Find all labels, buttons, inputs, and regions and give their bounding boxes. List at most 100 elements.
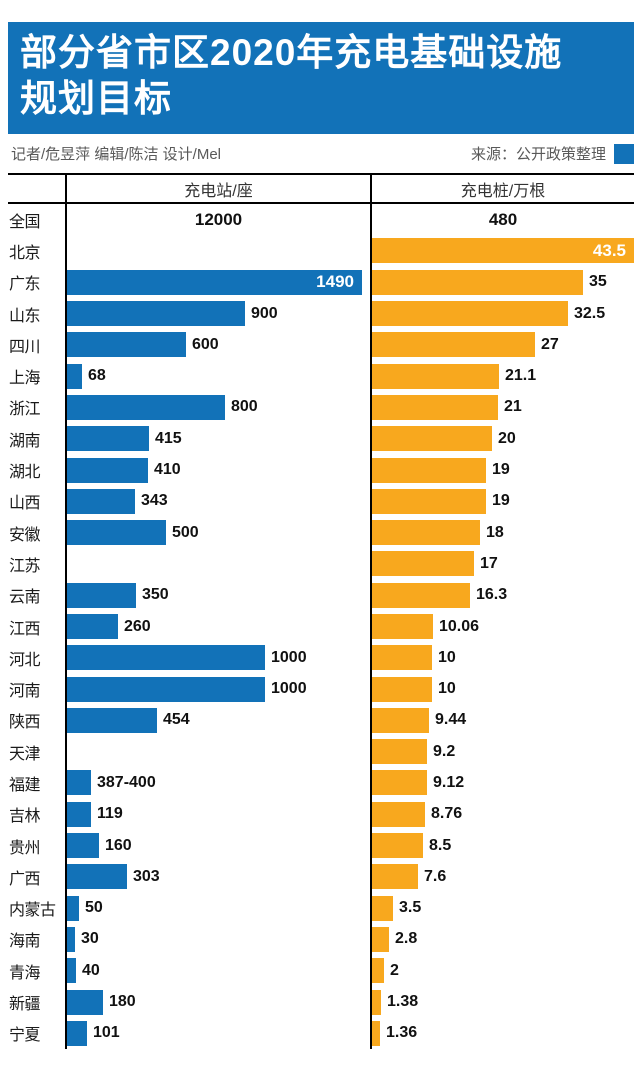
pile-bar <box>372 864 418 890</box>
station-cell: 68 <box>65 360 370 392</box>
pile-value: 10 <box>438 680 456 698</box>
pile-bar <box>372 989 381 1015</box>
pile-cell: 10.06 <box>370 610 634 643</box>
region-label: 福建 <box>9 776 41 794</box>
pile-value: 35 <box>589 273 607 291</box>
region-label: 吉林 <box>9 808 41 826</box>
region-label: 四川 <box>9 338 41 356</box>
pile-bar <box>372 457 486 483</box>
region-label: 贵州 <box>9 839 41 857</box>
pile-cell: 2.8 <box>370 923 634 956</box>
chart-rows: 全国 12000 480 北京 43.5 广东 1490 35 <box>8 204 634 1050</box>
pile-cell: 8.76 <box>370 798 634 830</box>
pile-bar <box>372 645 432 671</box>
pile-cell: 16.3 <box>370 579 634 611</box>
station-cell: 343 <box>65 485 370 517</box>
logo-square <box>614 143 634 164</box>
station-cell: 12000 <box>65 204 370 236</box>
station-value: 600 <box>192 335 219 353</box>
station-bar <box>67 614 118 639</box>
chart-row: 四川 600 27 <box>8 329 634 361</box>
station-bar <box>67 770 91 796</box>
region-label: 北京 <box>9 244 41 262</box>
pile-cell: 9.2 <box>370 736 634 768</box>
pile-cell: 21.1 <box>370 360 634 392</box>
pile-cell: 1.36 <box>370 1017 634 1050</box>
pile-bar <box>372 301 568 327</box>
station-cell: 1000 <box>65 673 370 705</box>
region-label: 云南 <box>9 589 41 607</box>
station-cell: 260 <box>65 610 370 643</box>
station-cell: 500 <box>65 516 370 549</box>
pile-value: 9.44 <box>435 711 467 729</box>
station-bar <box>67 707 157 733</box>
station-value: 119 <box>97 805 123 823</box>
pile-value: 2 <box>390 961 399 979</box>
region-label: 湖南 <box>9 432 41 450</box>
region-label: 江苏 <box>9 557 41 575</box>
region-label: 海南 <box>9 933 41 951</box>
station-value: 1000 <box>271 680 307 698</box>
station-cell: 50 <box>65 892 370 924</box>
region-label: 江西 <box>9 620 41 638</box>
pile-bar <box>372 332 535 358</box>
pile-bar <box>372 926 389 952</box>
station-cell: 40 <box>65 955 370 987</box>
region-label: 全国 <box>9 213 41 231</box>
pile-bar <box>372 801 425 827</box>
pile-bar: 43.5 <box>372 238 634 264</box>
byline-credits: 记者/危昱萍 编辑/陈洁 设计/Mel <box>11 146 222 163</box>
station-bar <box>67 801 91 827</box>
pile-bar <box>372 958 384 984</box>
station-value: 303 <box>133 867 160 885</box>
station-value: 12000 <box>194 209 243 229</box>
station-bar <box>67 457 148 483</box>
chart-row: 福建 387-400 9.12 <box>8 767 634 799</box>
chart-row: 宁夏 101 1.36 <box>8 1017 634 1050</box>
station-bar <box>67 864 127 890</box>
region-label: 宁夏 <box>9 1027 41 1045</box>
station-cell: 1000 <box>65 642 370 674</box>
pile-value: 8.5 <box>429 836 452 854</box>
pile-value: 32.5 <box>574 304 606 322</box>
station-bar <box>67 488 135 514</box>
pile-cell: 19 <box>370 485 634 517</box>
pile-value: 20 <box>498 429 516 447</box>
station-value: 260 <box>124 617 151 635</box>
pile-value: 21.1 <box>505 367 537 385</box>
chart-row: 青海 40 2 <box>8 955 634 987</box>
station-cell: 454 <box>65 704 370 737</box>
station-bar <box>67 958 76 984</box>
source-group: 来源：公开政策整理 <box>471 143 634 164</box>
station-bar <box>67 676 265 702</box>
region-label: 新疆 <box>9 996 41 1014</box>
page-title-line1: 部分省市区2020年充电基础设施 <box>20 32 563 73</box>
pile-value: 1.38 <box>387 993 419 1011</box>
station-value: 900 <box>251 304 278 322</box>
station-value: 415 <box>155 429 182 447</box>
pile-value: 7.6 <box>424 867 447 885</box>
chart-row: 湖南 415 20 <box>8 423 634 455</box>
pile-cell: 20 <box>370 423 634 455</box>
pile-bar <box>372 520 480 546</box>
station-value: 101 <box>93 1024 120 1042</box>
pile-cell: 21 <box>370 391 634 424</box>
pile-value: 10 <box>438 648 456 666</box>
pile-bar <box>372 488 486 514</box>
pile-value: 2.8 <box>395 930 418 948</box>
station-value: 454 <box>163 711 190 729</box>
pile-value: 27 <box>541 335 559 353</box>
chart-row: 北京 43.5 <box>8 235 634 267</box>
pile-cell: 9.44 <box>370 704 634 737</box>
station-value: 30 <box>81 930 99 948</box>
pile-bar <box>372 426 492 452</box>
station-bar <box>67 926 75 952</box>
chart-row: 贵州 160 8.5 <box>8 829 634 862</box>
chart-row: 江西 260 10.06 <box>8 610 634 643</box>
region-label: 安徽 <box>9 526 41 544</box>
station-bar <box>67 426 149 452</box>
station-cell: 900 <box>65 297 370 330</box>
pile-value: 16.3 <box>476 586 508 604</box>
pile-bar <box>372 614 433 639</box>
station-bar <box>67 363 82 389</box>
